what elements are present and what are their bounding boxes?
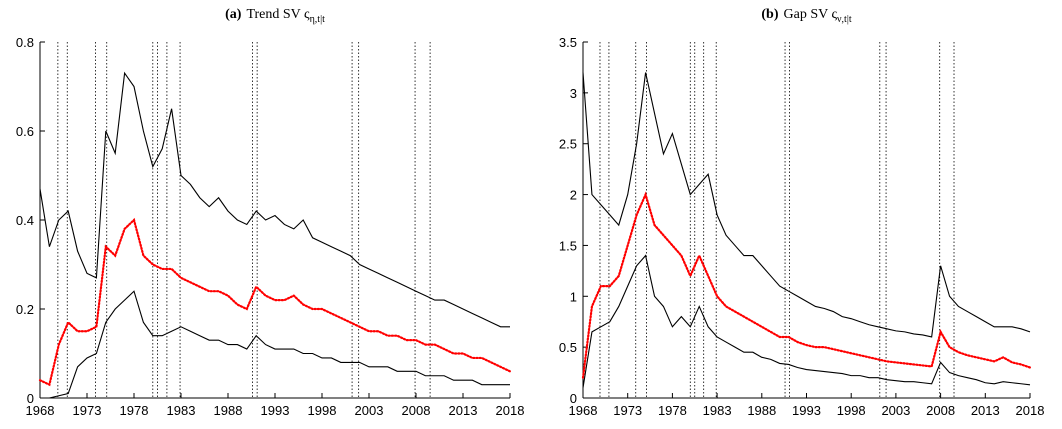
- x-tick-label: 1983: [703, 403, 732, 418]
- series-line: [582, 72, 1031, 338]
- x-tick-label: 2018: [496, 403, 525, 418]
- x-tick-label: 1998: [837, 403, 866, 418]
- x-tick-label: 1993: [792, 403, 821, 418]
- x-tick-label: 1998: [308, 403, 337, 418]
- x-tick-label: 1973: [613, 403, 642, 418]
- panel-title: (a) Trend SV ςη,t|t: [225, 7, 325, 25]
- y-tick-label: 0.6: [16, 124, 34, 139]
- x-tick-label: 2003: [881, 403, 910, 418]
- x-tick-label: 2008: [926, 403, 955, 418]
- y-tick-label: 0.5: [559, 340, 577, 355]
- x-tick-label: 2013: [971, 403, 1000, 418]
- y-tick-label: 0.8: [16, 35, 34, 50]
- y-tick-label: 1: [570, 289, 577, 304]
- series-line: [581, 191, 1032, 379]
- x-tick-label: 1968: [26, 403, 55, 418]
- x-tick-label: 2003: [355, 403, 384, 418]
- x-tick-label: 1993: [261, 403, 290, 418]
- y-tick-label: 3.5: [559, 35, 577, 50]
- y-tick-label: 0.4: [16, 213, 34, 228]
- y-tick-label: 0: [570, 391, 577, 406]
- panel-title-text: Gap SV ς: [784, 7, 838, 22]
- panel-title-text: Trend SV ς: [246, 7, 310, 22]
- y-tick-label: 1.5: [559, 238, 577, 253]
- panel-label: (b): [761, 7, 778, 22]
- x-tick-label: 2008: [402, 403, 431, 418]
- y-tick-label: 0: [27, 391, 34, 406]
- y-tick-label: 2.5: [559, 137, 577, 152]
- x-tick-label: 1983: [167, 403, 196, 418]
- series-line: [582, 254, 1031, 388]
- series-line: [39, 71, 510, 328]
- panel-label: (a): [225, 7, 242, 22]
- panel-subscript: ν,t|t: [837, 14, 852, 25]
- series-line: [38, 217, 512, 387]
- panel-subscript: η,t|t: [310, 14, 326, 25]
- series-line: [40, 290, 510, 399]
- y-tick-label: 0.2: [16, 302, 34, 317]
- x-tick-label: 1988: [747, 403, 776, 418]
- panel-title: (b) Gap SV ςν,t|t: [761, 7, 851, 25]
- x-tick-label: 2018: [1016, 403, 1045, 418]
- x-tick-label: 1978: [120, 403, 149, 418]
- x-tick-label: 1973: [73, 403, 102, 418]
- x-tick-label: 2013: [449, 403, 478, 418]
- x-tick-label: 1988: [214, 403, 243, 418]
- x-tick-label: 1968: [569, 403, 598, 418]
- y-tick-label: 2: [570, 188, 577, 203]
- x-tick-label: 1978: [658, 403, 687, 418]
- y-tick-label: 3: [570, 86, 577, 101]
